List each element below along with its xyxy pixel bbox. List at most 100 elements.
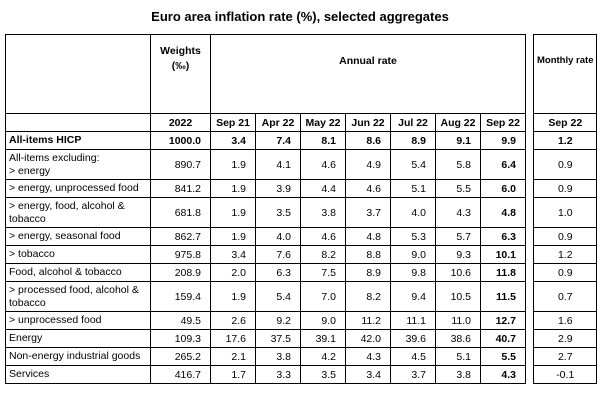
annual-rate-cell: 5.5 <box>480 347 526 366</box>
annual-rate-cell: 5.1 <box>390 179 436 198</box>
annual-rate-cell: 5.8 <box>435 149 481 180</box>
period-header: Sep 22 <box>532 113 598 132</box>
annual-rate-cell: 12.7 <box>480 311 526 330</box>
annual-rate-cell: 1.9 <box>210 179 256 198</box>
annual-rate-cell: 4.8 <box>480 197 526 228</box>
table-row: Non-energy industrial goods 265.2 2.1 3.8 4.… <box>5 347 598 366</box>
annual-rate-cell: 5.5 <box>435 179 481 198</box>
weight-cell: 1000.0 <box>150 131 211 150</box>
annual-rate-cell: 37.5 <box>255 329 301 348</box>
monthly-rate-cell: 1.2 <box>532 245 598 264</box>
annual-rate-cell: 9.3 <box>435 245 481 264</box>
annual-rate-cell: 3.8 <box>255 347 301 366</box>
column-gap <box>525 365 534 384</box>
table-row: > energy, seasonal food 862.7 1.9 4.0 4.6 4.8… <box>5 227 598 246</box>
annual-rate-cell: 1.9 <box>210 197 256 228</box>
annual-rate-cell: 39.1 <box>300 329 346 348</box>
annual-rate-cell: 8.1 <box>300 131 346 150</box>
inflation-table: Weights (‰) Annual rate Monthly rate 202… <box>5 34 598 384</box>
monthly-rate-cell: 0.9 <box>532 149 598 180</box>
column-gap <box>525 34 534 114</box>
annual-rate-cell: 4.6 <box>345 179 391 198</box>
annual-rate-cell: 4.8 <box>345 227 391 246</box>
table-row: Energy 109.3 17.6 37.5 39.1 42.0 39.6 38.6 40.7 2… <box>5 329 598 348</box>
table-row: All-items excluding: > energy 890.7 1.9 4.1… <box>5 149 598 180</box>
annual-rate-cell: 6.3 <box>255 263 301 282</box>
annual-rate-cell: 42.0 <box>345 329 391 348</box>
annual-rate-cell: 3.9 <box>255 179 301 198</box>
annual-rate-cell: 2.0 <box>210 263 256 282</box>
monthly-rate-cell: 0.9 <box>532 179 598 198</box>
annual-rate-cell: 7.5 <box>300 263 346 282</box>
column-gap <box>525 113 534 132</box>
annual-rate-cell: 9.9 <box>480 131 526 150</box>
monthly-rate-cell: 0.7 <box>532 281 598 312</box>
annual-rate-cell: 38.6 <box>435 329 481 348</box>
column-gap <box>525 311 534 330</box>
weight-cell: 416.7 <box>150 365 211 384</box>
annual-rate-cell: 4.6 <box>300 149 346 180</box>
annual-rate-cell: 11.8 <box>480 263 526 282</box>
row-label: > energy, unprocessed food <box>5 179 151 198</box>
period-header: Sep 21 <box>210 113 256 132</box>
column-gap <box>525 131 534 150</box>
annual-rate-cell: 4.6 <box>300 227 346 246</box>
column-gap <box>525 281 534 312</box>
annual-rate-cell: 9.0 <box>390 245 436 264</box>
annual-rate-cell: 4.9 <box>345 149 391 180</box>
annual-rate-cell: 5.7 <box>435 227 481 246</box>
weight-cell: 681.8 <box>150 197 211 228</box>
annual-rate-cell: 3.4 <box>210 245 256 264</box>
annual-rate-cell: 8.9 <box>345 263 391 282</box>
weights-header: Weights (‰) <box>150 34 211 114</box>
period-header: Jul 22 <box>390 113 436 132</box>
annual-rate-cell: 4.2 <box>300 347 346 366</box>
annual-rate-cell: 7.0 <box>300 281 346 312</box>
annual-rate-cell: 3.4 <box>345 365 391 384</box>
annual-rate-cell: 9.1 <box>435 131 481 150</box>
weight-cell: 49.5 <box>150 311 211 330</box>
monthly-rate-cell: 2.9 <box>532 329 598 348</box>
annual-rate-cell: 6.3 <box>480 227 526 246</box>
column-gap <box>525 245 534 264</box>
annual-rate-cell: 9.4 <box>390 281 436 312</box>
column-gap <box>525 329 534 348</box>
annual-rate-cell: 1.7 <box>210 365 256 384</box>
annual-rate-cell: 2.1 <box>210 347 256 366</box>
monthly-rate-cell: 0.9 <box>532 227 598 246</box>
table-row: > processed food, alcohol & tobacco 159.4… <box>5 281 598 312</box>
annual-rate-cell: 3.5 <box>255 197 301 228</box>
weight-cell: 159.4 <box>150 281 211 312</box>
row-label: All-items excluding: > energy <box>5 149 151 180</box>
row-label: Food, alcohol & tobacco <box>5 263 151 282</box>
annual-rate-cell: 3.3 <box>255 365 301 384</box>
period-header: Aug 22 <box>435 113 481 132</box>
annual-rate-cell: 3.4 <box>210 131 256 150</box>
annual-rate-cell: 4.0 <box>255 227 301 246</box>
annual-rate-cell: 8.2 <box>345 281 391 312</box>
row-label: > tobacco <box>5 245 151 264</box>
annual-rate-cell: 5.3 <box>390 227 436 246</box>
annual-rate-cell: 8.6 <box>345 131 391 150</box>
row-label: > processed food, alcohol & tobacco <box>5 281 151 312</box>
annual-rate-cell: 4.1 <box>255 149 301 180</box>
annual-rate-cell: 10.5 <box>435 281 481 312</box>
column-gap <box>525 347 534 366</box>
table-row: Food, alcohol & tobacco 208.9 2.0 6.3 7.5 8.9… <box>5 263 598 282</box>
column-gap <box>525 197 534 228</box>
annual-rate-cell: 4.0 <box>390 197 436 228</box>
annual-rate-cell: 4.3 <box>435 197 481 228</box>
column-gap <box>525 227 534 246</box>
annual-rate-cell: 6.0 <box>480 179 526 198</box>
annual-rate-cell: 39.6 <box>390 329 436 348</box>
row-label: > unprocessed food <box>5 311 151 330</box>
monthly-rate-cell: 1.2 <box>532 131 598 150</box>
annual-rate-cell: 5.4 <box>255 281 301 312</box>
row-label: > energy, food, alcohol & tobacco <box>5 197 151 228</box>
annual-rate-cell: 9.0 <box>300 311 346 330</box>
monthly-rate-cell: 0.9 <box>532 263 598 282</box>
annual-rate-cell: 7.4 <box>255 131 301 150</box>
weight-cell: 975.8 <box>150 245 211 264</box>
annual-rate-cell: 8.8 <box>345 245 391 264</box>
header-blank <box>5 34 151 114</box>
